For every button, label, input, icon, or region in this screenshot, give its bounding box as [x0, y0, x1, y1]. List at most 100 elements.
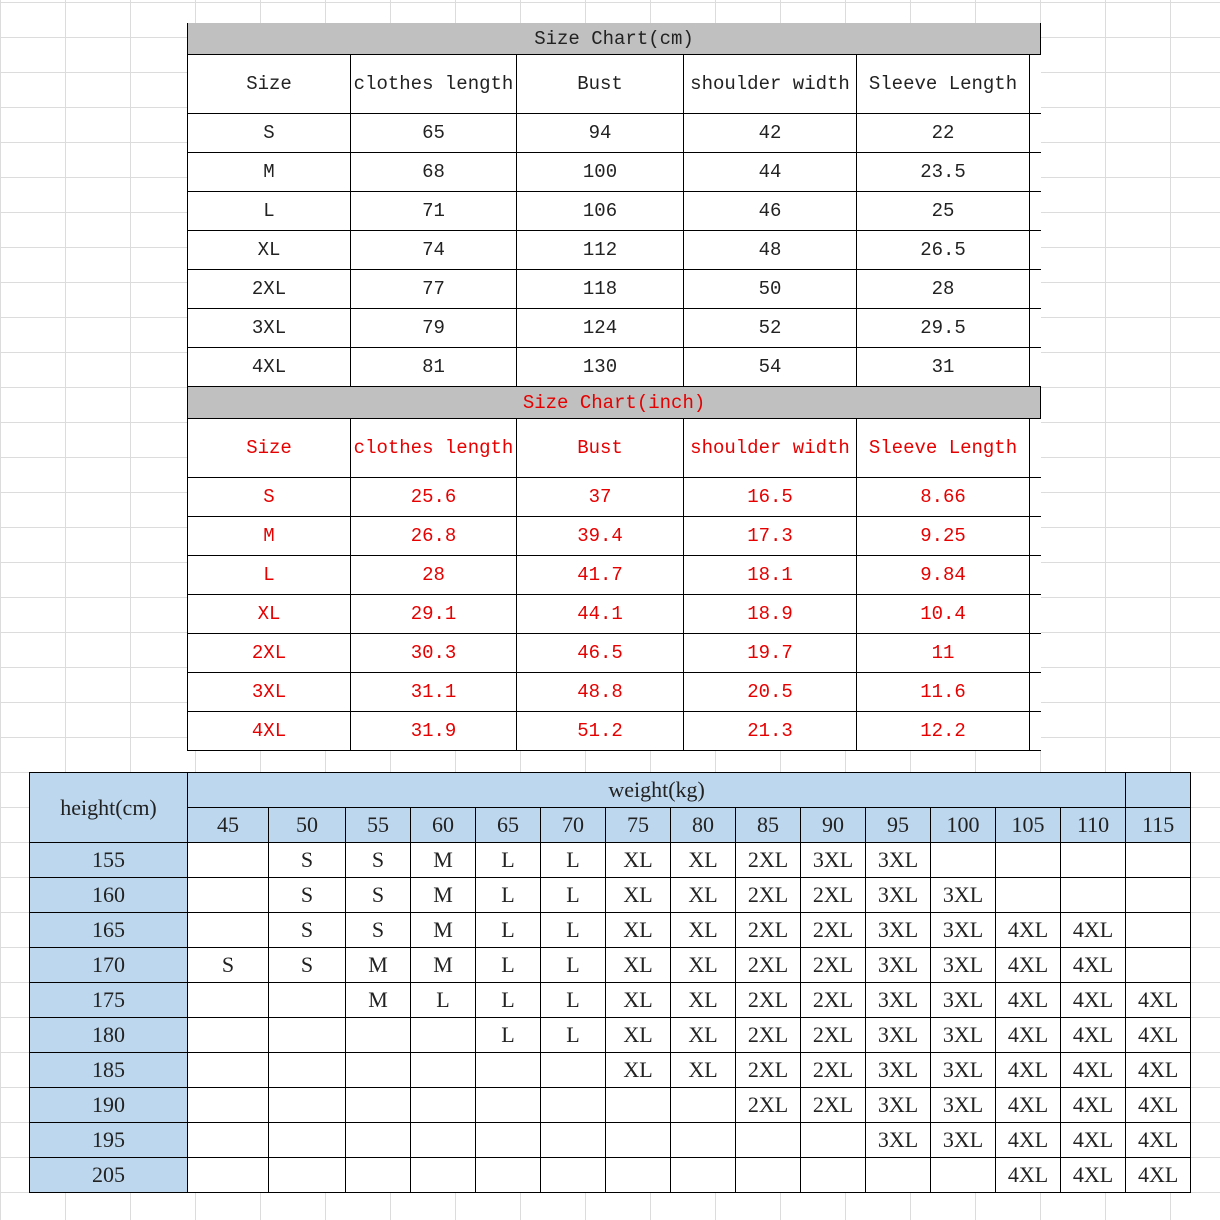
size-cell: 3XL [865, 1052, 931, 1088]
size-cell [800, 1122, 866, 1158]
size-cell: 2XL [800, 982, 866, 1018]
size-cell: 2XL [800, 1087, 866, 1123]
size-cell [187, 1052, 269, 1088]
size-cell: 2XL [735, 842, 801, 878]
table-row: 175 M L L L XL XL 2XL 2XL 3XL 3XL 4XL 4XL 4XL [29, 982, 1192, 1018]
column-header: shoulder width [683, 54, 857, 114]
size-cell [410, 1122, 476, 1158]
measurement-cell: 124 [516, 308, 684, 348]
size-cell: L [540, 947, 606, 983]
size-cell [865, 1157, 931, 1193]
size-cell: 4XL [1125, 1017, 1192, 1053]
size-cell [187, 1157, 269, 1193]
size-cell: L [475, 842, 541, 878]
weight-value: 100 [930, 807, 996, 843]
column-header: Sleeve Length [856, 54, 1030, 114]
empty-cell [1028, 269, 1041, 309]
measurement-cell: 52 [683, 308, 857, 348]
chart-title-row: Size Chart(cm) [186, 23, 1042, 55]
size-cell: L [187, 555, 351, 595]
size-cell [540, 1122, 606, 1158]
size-cell: XL [605, 947, 671, 983]
size-cell: XL [605, 912, 671, 948]
size-cell: S [187, 477, 351, 517]
measurement-cell: 9.84 [856, 555, 1030, 595]
weight-value: 110 [1059, 807, 1127, 843]
table-row: L 71 106 46 25 [187, 191, 1041, 231]
table-row: XL 74 112 48 26.5 [187, 230, 1041, 270]
table-row: 190 2XL 2XL 3XL 3XL 4XL 4XL 4XL [29, 1087, 1192, 1123]
size-cell: XL [187, 230, 351, 270]
height-value: 205 [29, 1157, 188, 1193]
size-cell: 3XL [930, 982, 996, 1018]
size-cell [187, 1087, 269, 1123]
measurement-cell: 50 [683, 269, 857, 309]
column-header: Bust [516, 418, 684, 478]
measurement-cell: 18.1 [683, 555, 857, 595]
measurement-cell: 11.6 [856, 672, 1030, 712]
table-row: M 68 100 44 23.5 [187, 152, 1041, 192]
size-cell: XL [605, 1017, 671, 1053]
size-cell [540, 1087, 606, 1123]
size-cell: S [268, 877, 346, 913]
size-chart-cm: Size Chart(cm) Size clothes length Bust shou… [186, 23, 1042, 387]
table-row: XL 29.1 44.1 18.9 10.4 [187, 594, 1041, 634]
measurement-cell: 31.1 [350, 672, 517, 712]
size-cell: S [345, 877, 411, 913]
size-cell: XL [605, 877, 671, 913]
size-cell: 3XL [800, 842, 866, 878]
size-cell: 3XL [930, 1087, 996, 1123]
size-cell: 4XL [1125, 982, 1192, 1018]
size-cell: L [540, 912, 606, 948]
empty-cell [1028, 672, 1041, 712]
chart-title-row: Size Chart(inch) [186, 387, 1042, 419]
table-row: S 65 94 42 22 [187, 113, 1041, 153]
size-cell [800, 1157, 866, 1193]
column-header: Sleeve Length [856, 418, 1030, 478]
size-cell: 2XL [187, 633, 351, 673]
table-row: 4XL 81 130 54 31 [187, 347, 1041, 387]
measurement-cell: 81 [350, 347, 517, 387]
size-cell: 2XL [735, 947, 801, 983]
size-cell [670, 1087, 736, 1123]
size-cell: 4XL [1125, 1122, 1192, 1158]
empty-cell [1028, 711, 1041, 751]
height-value: 155 [29, 842, 188, 878]
size-cell: 3XL [865, 912, 931, 948]
size-cell: XL [670, 1052, 736, 1088]
size-cell: 2XL [735, 912, 801, 948]
empty-cell [1028, 191, 1041, 231]
size-cell [268, 1122, 346, 1158]
size-cell: 3XL [865, 982, 931, 1018]
size-cell: 4XL [187, 347, 351, 387]
size-cell [735, 1157, 801, 1193]
measurement-cell: 130 [516, 347, 684, 387]
size-cell [540, 1157, 606, 1193]
weight-value: 85 [735, 807, 801, 843]
size-cell: S [268, 947, 346, 983]
column-header: clothes length [350, 418, 517, 478]
measurement-cell: 20.5 [683, 672, 857, 712]
measurement-cell: 46 [683, 191, 857, 231]
size-cell: 4XL [995, 912, 1061, 948]
size-cell: 3XL [930, 1017, 996, 1053]
empty-cell [1028, 477, 1041, 517]
size-cell: 4XL [995, 1087, 1061, 1123]
measurement-cell: 77 [350, 269, 517, 309]
weight-value: 115 [1125, 807, 1192, 843]
size-cell [345, 1017, 411, 1053]
measurement-cell: 9.25 [856, 516, 1030, 556]
weight-value: 60 [410, 807, 476, 843]
size-cell: M [410, 947, 476, 983]
height-value: 175 [29, 982, 188, 1018]
size-cell: M [345, 982, 411, 1018]
weight-value: 75 [605, 807, 671, 843]
height-value: 185 [29, 1052, 188, 1088]
size-cell: S [345, 842, 411, 878]
size-cell: 3XL [865, 947, 931, 983]
size-cell: M [410, 842, 476, 878]
measurement-cell: 39.4 [516, 516, 684, 556]
measurement-cell: 10.4 [856, 594, 1030, 634]
size-cell [187, 912, 269, 948]
table-row: 170 S S M M L L XL XL 2XL 2XL 3XL 3XL 4XL 4XL [29, 947, 1192, 983]
